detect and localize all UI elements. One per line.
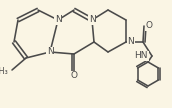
Text: N: N (55, 16, 61, 25)
Text: N: N (89, 16, 95, 25)
Text: CH₃: CH₃ (0, 68, 8, 76)
Text: O: O (71, 71, 78, 80)
Text: N: N (47, 48, 53, 56)
Text: HN: HN (135, 52, 148, 60)
Text: O: O (146, 21, 153, 30)
Text: N: N (128, 37, 134, 47)
